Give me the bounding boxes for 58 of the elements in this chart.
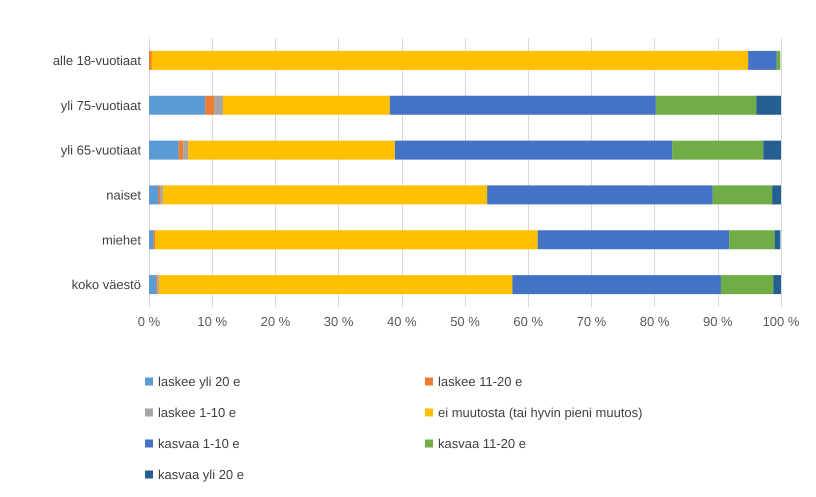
bar (487, 185, 713, 204)
bar (149, 230, 154, 250)
bar (183, 140, 188, 160)
bar (160, 185, 163, 204)
y-tick-label: naiset (106, 187, 142, 202)
bar (512, 275, 721, 294)
bar (774, 230, 780, 250)
bar (538, 230, 730, 250)
bar (149, 140, 179, 160)
bar (729, 230, 775, 250)
x-tick-label: 80 % (640, 314, 670, 329)
bar (188, 140, 395, 160)
bar (162, 185, 488, 204)
bar (155, 230, 538, 250)
legend-label: laskee 1-10 e (158, 405, 236, 420)
x-tick-label: 90 % (702, 314, 734, 329)
bar (748, 50, 777, 70)
y-tick-label: koko väestö (72, 277, 141, 292)
y-tick-label: yli 65-vuotiaat (60, 142, 142, 158)
bar (149, 50, 152, 70)
bar (394, 140, 672, 160)
bar (763, 140, 781, 160)
bar (149, 96, 206, 115)
bar (149, 185, 158, 204)
x-tick-label: 50 % (450, 314, 480, 329)
legend-label: kasvaa 11-20 e (438, 436, 526, 451)
x-tick-label: 10 % (197, 314, 228, 329)
bar (720, 275, 774, 294)
bar (222, 96, 390, 115)
x-tick-label: 100 % (762, 314, 800, 329)
bar (772, 185, 781, 204)
bar (773, 275, 781, 294)
x-tick-label: 70 % (576, 314, 607, 329)
x-tick-label: 30 % (324, 314, 354, 329)
bar (205, 96, 214, 115)
bar (756, 96, 781, 115)
bar (152, 50, 748, 70)
bar (159, 275, 512, 294)
legend-label: laskee yli 20 e (158, 374, 240, 389)
x-tick-label: 0 % (138, 314, 161, 329)
y-tick-label: alle 18-vuotiaat (52, 52, 142, 68)
bar (672, 140, 764, 160)
legend-label: kasvaa yli 20 e (158, 467, 244, 482)
x-tick-label: 40 % (386, 314, 418, 329)
x-tick-label: 20 % (260, 314, 291, 329)
bar (776, 50, 780, 70)
bar (178, 140, 184, 160)
x-tick-label: 60 % (513, 314, 544, 329)
bar (656, 96, 756, 115)
legend-label: laskee 11-20 e (438, 374, 522, 389)
bar (390, 96, 656, 115)
bar (214, 96, 223, 115)
legend-label: kasvaa 1-10 e (158, 436, 240, 451)
y-tick-label: miehet (102, 232, 142, 248)
legend-label: ei muutosta (tai hyvin pieni muutos) (438, 405, 642, 420)
y-tick-label: yli 75-vuotiaat (60, 98, 142, 113)
bar (712, 185, 772, 204)
bar (149, 275, 156, 294)
